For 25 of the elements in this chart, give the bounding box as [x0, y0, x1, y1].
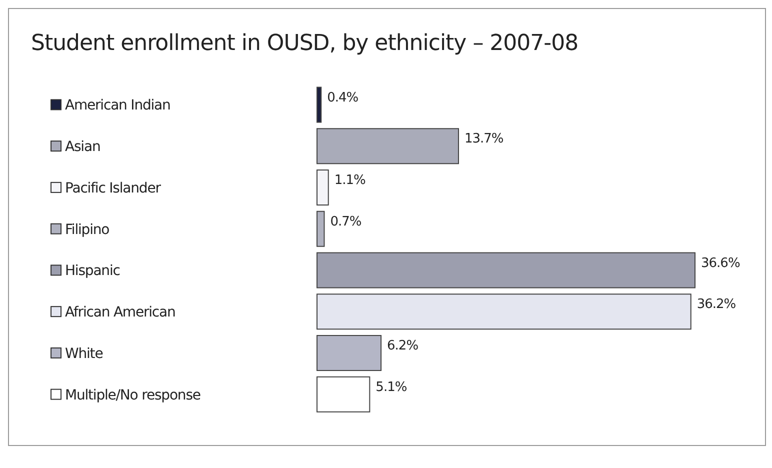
y-tick-label: Hispanic	[65, 263, 120, 280]
y-tick-label: Multiple/No response	[65, 387, 200, 404]
bar	[316, 128, 459, 164]
bar	[316, 294, 692, 330]
y-tick-label: American Indian	[65, 98, 170, 114]
data-label: 5.1%	[376, 380, 407, 395]
bar	[316, 376, 370, 412]
bar	[316, 170, 329, 206]
y-tick-label: Pacific Islander	[65, 180, 162, 196]
bar	[316, 252, 696, 288]
bar	[316, 86, 322, 123]
bar	[316, 210, 325, 247]
y-tick-label: Asian	[65, 139, 100, 156]
y-tick-label: Filipino	[65, 222, 110, 238]
data-label: 1.1%	[334, 173, 366, 188]
data-label: 36.6%	[701, 256, 740, 271]
data-label: 0.7%	[330, 214, 362, 230]
data-label: 0.4%	[327, 90, 358, 106]
chart-title: Student enrollment in OUSD, by ethnicity – 2007-08	[31, 31, 578, 56]
bar	[316, 335, 382, 372]
data-label: 13.7%	[464, 132, 504, 147]
y-tick-label: African American	[65, 304, 176, 321]
y-tick-label: White	[65, 346, 103, 362]
data-label: 6.2%	[387, 338, 418, 354]
data-label: 36.2%	[696, 297, 736, 312]
